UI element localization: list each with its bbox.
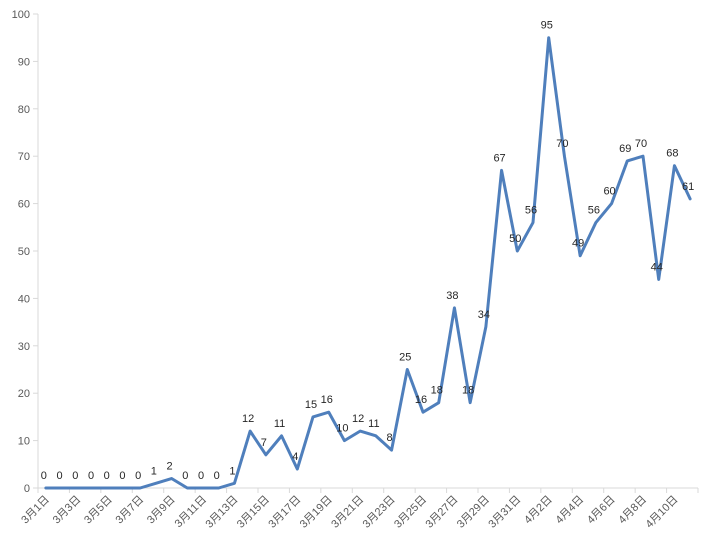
data-label: 95 xyxy=(541,20,553,32)
x-tick-label: 3月25日 xyxy=(392,494,429,531)
data-label: 0 xyxy=(104,470,110,482)
x-tick-label: 4月2日 xyxy=(522,494,555,527)
y-tick-label: 10 xyxy=(18,436,30,448)
x-tick-label: 3月3日 xyxy=(51,494,84,527)
data-label: 16 xyxy=(321,394,333,406)
data-label: 7 xyxy=(261,437,267,449)
y-tick-label: 100 xyxy=(12,9,30,21)
data-label: 15 xyxy=(305,399,317,411)
data-label: 12 xyxy=(352,413,364,425)
data-label: 69 xyxy=(619,143,631,155)
data-label: 0 xyxy=(72,470,78,482)
y-tick-label: 30 xyxy=(18,341,30,353)
data-label: 1 xyxy=(151,465,157,477)
data-label: 0 xyxy=(198,470,204,482)
data-label: 4 xyxy=(292,451,298,463)
data-label: 44 xyxy=(651,261,663,273)
data-label: 0 xyxy=(135,470,141,482)
series-line xyxy=(44,36,692,490)
data-label: 8 xyxy=(387,432,393,444)
x-axis: 3月1日3月3日3月5日3月7日3月9日3月11日3月13日3月15日3月17日… xyxy=(19,487,699,531)
data-label: 56 xyxy=(525,205,537,217)
x-tick-label: 3月19日 xyxy=(298,494,335,531)
data-label: 56 xyxy=(588,205,600,217)
x-tick-label: 3月27日 xyxy=(424,494,461,531)
y-tick-label: 40 xyxy=(18,293,30,305)
data-label: 16 xyxy=(415,394,427,406)
x-tick-label: 3月15日 xyxy=(235,494,272,531)
data-label: 0 xyxy=(182,470,188,482)
data-label: 0 xyxy=(88,470,94,482)
x-tick-label: 3月11日 xyxy=(173,494,209,530)
data-label: 60 xyxy=(603,186,615,198)
data-label: 11 xyxy=(274,418,285,430)
data-label: 0 xyxy=(214,470,220,482)
y-tick-label: 20 xyxy=(18,388,30,400)
x-tick-label: 3月17日 xyxy=(266,494,303,531)
x-tick-label: 3月13日 xyxy=(204,494,241,531)
x-tick-label: 3月23日 xyxy=(361,494,398,531)
data-label: 68 xyxy=(666,148,678,160)
x-tick-label: 3月29日 xyxy=(455,494,492,531)
y-tick-label: 50 xyxy=(18,246,30,258)
data-label: 70 xyxy=(635,138,647,150)
data-label: 0 xyxy=(57,470,63,482)
data-label: 50 xyxy=(509,233,521,245)
data-label: 18 xyxy=(431,385,443,397)
data-label: 12 xyxy=(242,413,254,425)
y-axis: 0 10 20 30 40 50 60 70 80 90 100 xyxy=(12,9,39,495)
x-tick-label: 3月5日 xyxy=(82,494,115,527)
y-tick-label: 60 xyxy=(18,199,30,211)
x-tick-label: 3月1日 xyxy=(19,494,52,527)
y-tick-label: 80 xyxy=(18,104,30,116)
y-tick-label: 90 xyxy=(18,56,30,68)
data-label: 10 xyxy=(336,423,348,435)
x-tick-label: 4月10日 xyxy=(644,494,681,531)
data-label: 38 xyxy=(446,290,458,302)
data-label: 11 xyxy=(368,418,379,430)
data-label: 25 xyxy=(399,352,411,364)
x-tick-label: 3月21日 xyxy=(329,494,366,531)
data-label: 70 xyxy=(556,138,568,150)
x-tick-label: 3月7日 xyxy=(114,494,147,527)
data-label: 61 xyxy=(682,181,694,193)
data-label: 0 xyxy=(119,470,125,482)
x-tick-label: 3月31日 xyxy=(486,494,523,531)
data-label: 0 xyxy=(41,470,47,482)
data-label: 18 xyxy=(462,385,474,397)
data-label: 1 xyxy=(229,465,235,477)
data-label: 34 xyxy=(478,309,490,321)
data-label: 67 xyxy=(493,152,505,164)
y-tick-label: 0 xyxy=(24,483,30,495)
data-label: 2 xyxy=(167,461,173,473)
x-tick-label: 4月4日 xyxy=(554,494,587,527)
data-label: 49 xyxy=(572,238,584,250)
y-tick-label: 70 xyxy=(18,151,30,163)
x-tick-label: 4月6日 xyxy=(585,494,618,527)
series-line-group xyxy=(44,36,692,490)
